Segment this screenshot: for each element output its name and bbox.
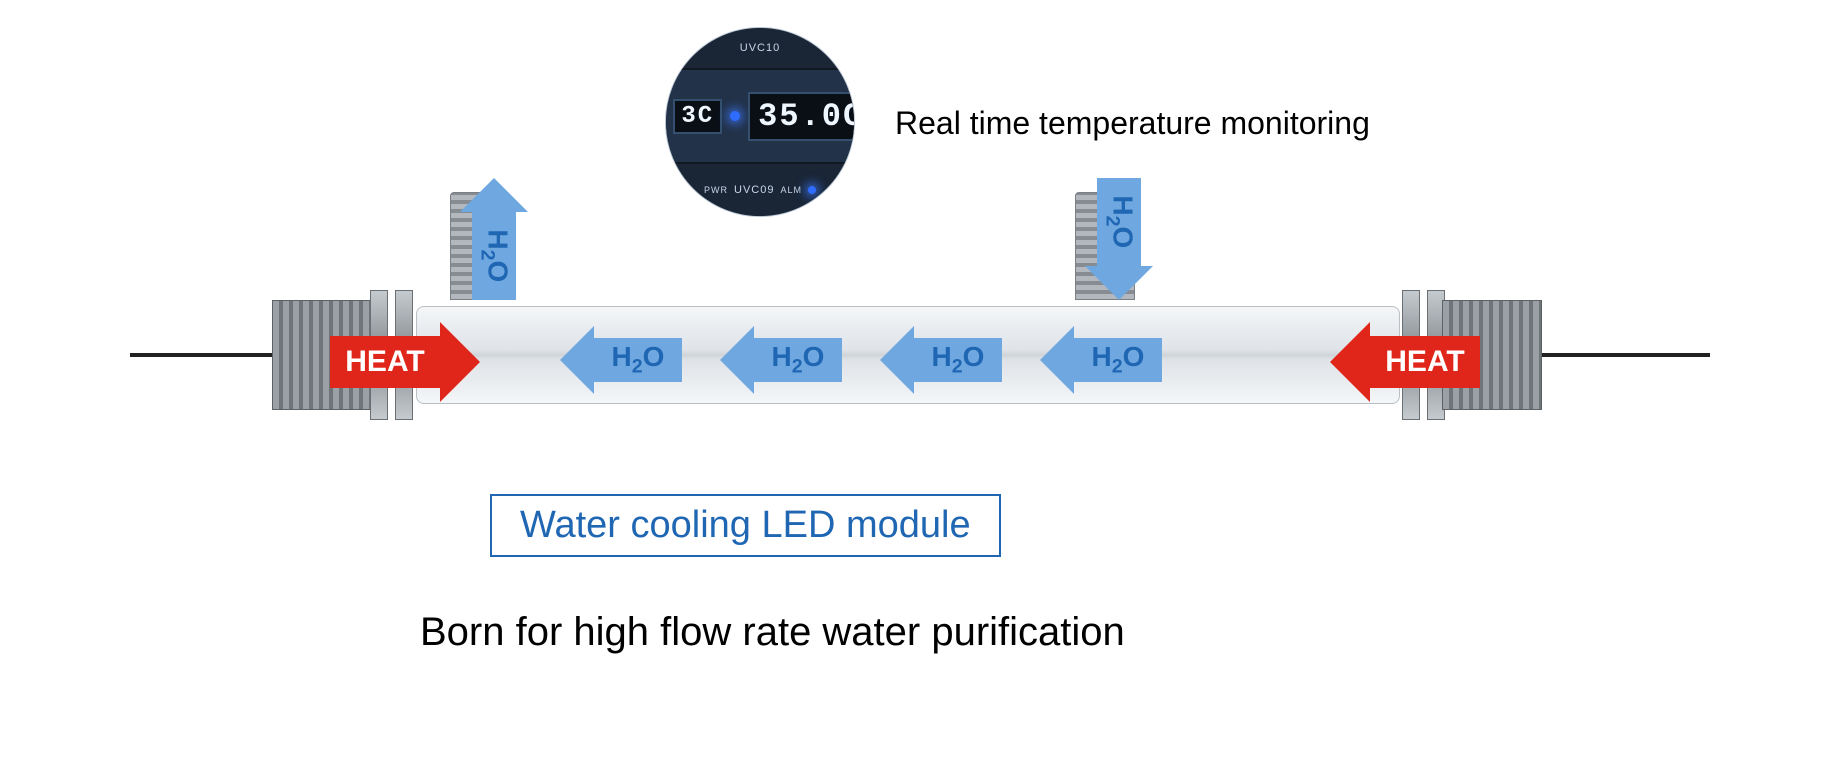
led-indicator-icon <box>730 111 740 121</box>
h2o-flow-arrow: H2O <box>560 326 682 394</box>
temp-readout-main: 35.0C <box>748 92 855 141</box>
temperature-display-icon: UVC10 ALM 3C 35.0C PWR UVC09 ALM <box>665 27 855 217</box>
h2o-flow-arrow: H2O <box>1040 326 1162 394</box>
cable-right <box>1530 353 1710 357</box>
h2o-inlet-arrow: H2O <box>1085 178 1153 300</box>
temp-readout-left: 3C <box>673 99 722 134</box>
temperature-monitor-label: Real time temperature monitoring <box>895 105 1370 142</box>
diagram-stage: UVC10 ALM 3C 35.0C PWR UVC09 ALM Real ti… <box>0 0 1824 781</box>
h2o-label: H2O <box>612 341 665 379</box>
module-tag-top: UVC10 <box>740 42 780 54</box>
h2o-flow-arrow: H2O <box>880 326 1002 394</box>
tagline-text: Born for high flow rate water purificati… <box>420 610 1125 655</box>
h2o-label: H2O <box>475 230 513 283</box>
module-tag-bottom: UVC09 <box>734 184 774 196</box>
h2o-label: H2O <box>1092 341 1145 379</box>
led-indicator-icon <box>808 186 816 194</box>
h2o-label: H2O <box>932 341 985 379</box>
module-title-box: Water cooling LED module <box>490 494 1001 557</box>
h2o-flow-arrow: H2O <box>720 326 842 394</box>
h2o-label: H2O <box>1100 196 1138 249</box>
heat-arrow-left: HEAT <box>330 322 480 402</box>
heat-arrow-right: HEAT <box>1330 322 1480 402</box>
h2o-label: H2O <box>772 341 825 379</box>
h2o-outlet-arrow: H2O <box>460 178 528 300</box>
cable-left <box>130 353 280 357</box>
